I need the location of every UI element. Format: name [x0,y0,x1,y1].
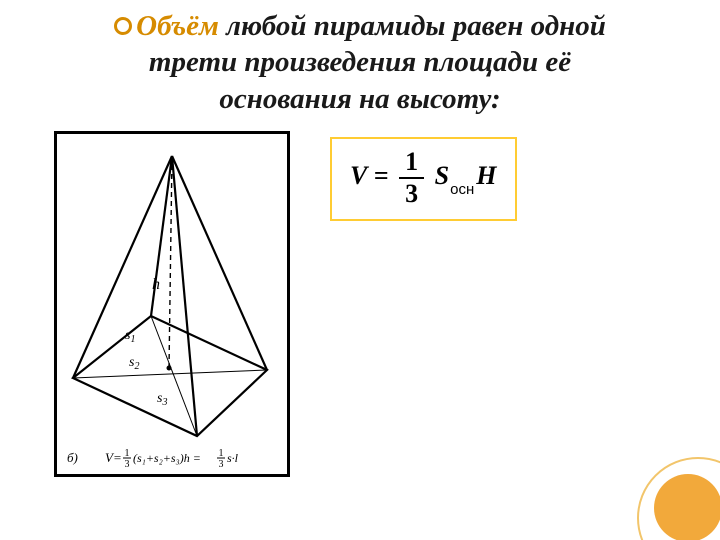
formula-lhs: V [350,161,367,190]
label-s2: s2 [129,355,139,372]
heading-line2: трети произведения площади её [149,46,571,78]
svg-text:1: 1 [125,448,130,459]
bullet-icon [114,17,132,35]
slide-heading: Объём любой пирамиды равен одной трети п… [20,8,700,117]
formula-H: H [476,161,496,190]
slide: Объём любой пирамиды равен одной трети п… [0,0,720,540]
formula-wrapper: V = 1 3 SоснH [330,131,517,221]
svg-text:1: 1 [219,448,224,459]
formula-fraction: 1 3 [399,149,424,207]
content-row: h s1 s2 s3 б) V= 1 3 (s₁+s₂+s₃)h = 1 3 s… [20,131,700,477]
svg-text:s·l: s·l [227,451,239,465]
formula-num: 1 [399,149,424,179]
heading-line3: основания на высоту: [219,83,500,115]
heading-rest1: любой пирамиды равен одной [219,10,606,42]
svg-text:3: 3 [125,459,130,470]
heading-accent: Объём [136,10,219,42]
svg-text:(s₁+s₂+s₃)h =: (s₁+s₂+s₃)h = [133,451,201,465]
equals: = [374,161,395,190]
formula-den: 3 [399,179,424,207]
formula-S: S [435,161,449,190]
svg-text:V=: V= [105,450,122,465]
pyramid-diagram: h s1 s2 s3 б) V= 1 3 (s₁+s₂+s₃)h = 1 3 s… [54,131,290,477]
label-panel: б) [67,450,78,465]
label-s3: s3 [157,391,167,408]
diagram-caption: V= 1 3 (s₁+s₂+s₃)h = 1 3 s·l [105,448,239,470]
label-h: h [152,276,160,293]
volume-formula: V = 1 3 SоснH [330,137,517,221]
svg-text:3: 3 [219,459,224,470]
formula-sub: осн [450,181,474,198]
pyramid-svg: h s1 s2 s3 б) V= 1 3 (s₁+s₂+s₃)h = 1 3 s… [57,134,287,474]
